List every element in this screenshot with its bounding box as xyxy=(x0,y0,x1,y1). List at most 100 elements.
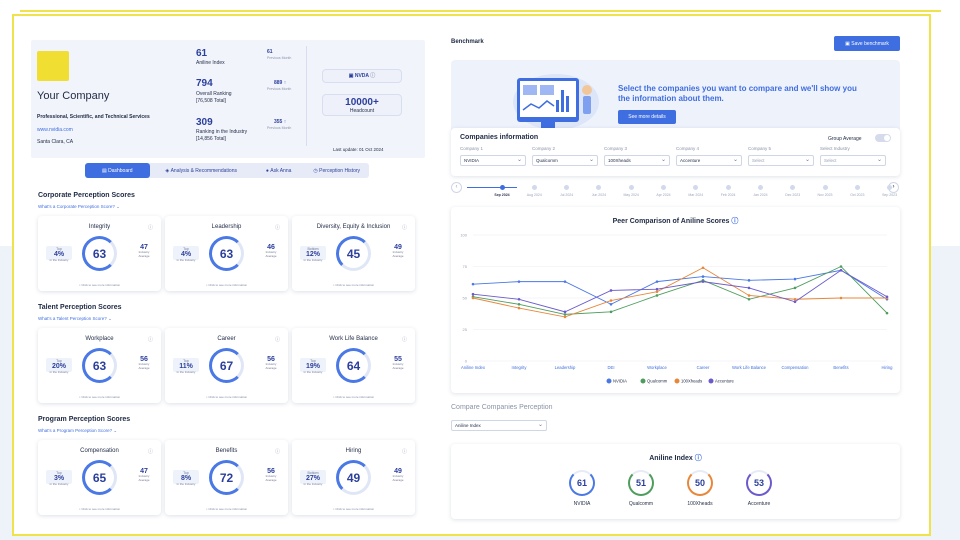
timeline-dot[interactable] xyxy=(661,185,666,190)
timeline-dot[interactable] xyxy=(499,185,505,190)
timeline-label[interactable]: Aug 2024 xyxy=(526,193,542,197)
company-select[interactable]: NVIDIA xyxy=(460,155,526,166)
info-icon[interactable]: ⓘ xyxy=(274,337,280,343)
score-card-more-link[interactable]: ⌕ Click to see more information xyxy=(38,395,161,399)
data-point[interactable] xyxy=(701,275,705,278)
timeline-label[interactable]: Feb 2024 xyxy=(720,193,736,197)
score-card-more-link[interactable]: ⌕ Click to see more information xyxy=(292,283,415,287)
timeline-dot[interactable] xyxy=(596,185,602,190)
data-point[interactable] xyxy=(747,297,751,301)
tab-perception-history[interactable]: ◷ Perception History xyxy=(304,163,369,178)
timeline-label[interactable]: Jun 2024 xyxy=(591,193,607,197)
score-card-more-link[interactable]: ⌕ Click to see more information xyxy=(165,283,288,287)
timeline-label[interactable]: Jan 2024 xyxy=(753,193,768,197)
score-card[interactable]: Leadership ⓘ Top 4% in the Industry 63 46 Indus… xyxy=(165,216,288,291)
score-card[interactable]: Integrity ⓘ Top 4% in the Industry 63 47 Indust… xyxy=(38,216,161,291)
data-point[interactable] xyxy=(563,280,567,283)
info-icon[interactable]: ⓘ xyxy=(731,218,739,225)
data-point[interactable] xyxy=(839,268,843,272)
info-icon[interactable]: ⓘ xyxy=(147,225,153,231)
data-point[interactable] xyxy=(655,290,659,293)
score-card-more-link[interactable]: ⌕ Click to see more information xyxy=(165,507,288,511)
section-help-link[interactable]: What's a Program Perception Score? ⌄ xyxy=(38,428,118,433)
company-select[interactable]: Qualcomm xyxy=(532,155,598,166)
data-point[interactable] xyxy=(517,306,521,310)
data-point[interactable] xyxy=(471,282,475,286)
legend-label[interactable]: Accenture xyxy=(715,379,735,384)
timeline-label[interactable]: May 2024 xyxy=(623,193,639,197)
data-point[interactable] xyxy=(609,289,613,292)
data-point[interactable] xyxy=(655,294,659,297)
timeline-label[interactable]: Sep 2023 xyxy=(882,193,898,197)
score-card[interactable]: Benefits ⓘ Top 8% in the Industry 72 56 Industr… xyxy=(165,440,288,515)
data-point[interactable] xyxy=(701,280,705,283)
timeline-dot[interactable] xyxy=(564,185,570,190)
info-icon[interactable]: ⓘ xyxy=(147,449,153,455)
timeline-dot[interactable] xyxy=(822,185,828,190)
timeline-label[interactable]: Oct 2023 xyxy=(850,193,865,197)
company-select[interactable]: 100Xheads xyxy=(604,155,670,166)
info-icon[interactable]: ⓘ xyxy=(147,337,153,343)
info-icon[interactable]: ⓘ xyxy=(401,449,407,455)
data-point[interactable] xyxy=(563,313,567,316)
data-point[interactable] xyxy=(839,265,843,268)
timeline-label[interactable]: Jul 2024 xyxy=(559,193,574,197)
score-card-more-link[interactable]: ⌕ Click to see more information xyxy=(38,507,161,511)
tab-analysis[interactable]: ◈ Analysis & Recommendations xyxy=(150,163,253,178)
data-point[interactable] xyxy=(793,297,797,301)
data-point[interactable] xyxy=(609,303,613,306)
timeline-dot[interactable] xyxy=(531,185,537,190)
data-point[interactable] xyxy=(517,303,521,306)
tab-ask-anna[interactable]: ● Ask Anna xyxy=(253,163,305,178)
score-card[interactable]: Diversity, Equity & Inclusion ⓘ Bottom 12% i… xyxy=(292,216,415,291)
legend-label[interactable]: 100Xheads xyxy=(681,379,702,384)
timeline-dot[interactable] xyxy=(757,185,763,190)
data-point[interactable] xyxy=(793,277,797,281)
section-help-link[interactable]: What's a Talent Perception Score? ⌄ xyxy=(38,316,112,321)
ticker-badge[interactable]: ▣ NVDA ⓘ xyxy=(322,69,402,83)
data-point[interactable] xyxy=(563,315,567,319)
company-select[interactable]: Select xyxy=(820,155,886,166)
info-icon[interactable]: ⓘ xyxy=(401,337,407,343)
group-average-toggle[interactable] xyxy=(875,134,891,142)
score-card-more-link[interactable]: ⌕ Click to see more information xyxy=(292,507,415,511)
series-line[interactable] xyxy=(472,269,888,313)
timeline-label[interactable]: Dec 2023 xyxy=(785,193,801,197)
legend-label[interactable]: Qualcomm xyxy=(647,379,668,384)
data-point[interactable] xyxy=(563,310,567,314)
score-card[interactable]: Career ⓘ Top 11% in the Industry 67 56 Industry… xyxy=(165,328,288,403)
legend-label[interactable]: NVIDIA xyxy=(613,379,627,384)
data-point[interactable] xyxy=(793,286,797,290)
info-icon[interactable]: ⓘ xyxy=(274,225,280,231)
data-point[interactable] xyxy=(517,297,521,301)
tab-dashboard[interactable]: ▤ Dashboard xyxy=(85,163,150,178)
timeline-label[interactable]: Mar 2024 xyxy=(688,193,704,197)
timeline-label[interactable]: Nov 2023 xyxy=(817,193,833,197)
timeline-dot[interactable] xyxy=(693,185,699,190)
data-point[interactable] xyxy=(609,299,613,302)
info-icon[interactable]: ⓘ xyxy=(401,225,407,231)
data-point[interactable] xyxy=(701,266,705,270)
data-point[interactable] xyxy=(471,292,475,296)
company-website[interactable]: www.nvidia.com xyxy=(37,127,73,133)
info-icon[interactable]: ⓘ xyxy=(694,455,702,462)
timeline-dot[interactable] xyxy=(628,185,634,190)
info-icon[interactable]: ⓘ xyxy=(274,449,280,455)
save-benchmark-button[interactable]: ▣ Save benchmark xyxy=(834,36,900,51)
score-card[interactable]: Hiring ⓘ Bottom 27% in the Industry 49 49 Indus… xyxy=(292,440,415,515)
data-point[interactable] xyxy=(655,280,659,283)
data-point[interactable] xyxy=(655,287,659,291)
series-line[interactable] xyxy=(472,269,888,305)
timeline-dot[interactable] xyxy=(854,185,860,190)
score-card-more-link[interactable]: ⌕ Click to see more information xyxy=(292,395,415,399)
data-point[interactable] xyxy=(747,279,751,282)
timeline-prev-button[interactable]: ‹ xyxy=(451,182,462,193)
data-point[interactable] xyxy=(793,300,797,304)
score-card[interactable]: Work Life Balance ⓘ Top 19% in the Industry 6… xyxy=(292,328,415,403)
series-line[interactable] xyxy=(472,267,887,318)
data-point[interactable] xyxy=(609,310,613,314)
score-card[interactable]: Workplace ⓘ Top 20% in the Industry 63 56 Indus… xyxy=(38,328,161,403)
data-point[interactable] xyxy=(747,294,751,297)
data-point[interactable] xyxy=(517,280,521,283)
series-line[interactable] xyxy=(472,265,888,315)
